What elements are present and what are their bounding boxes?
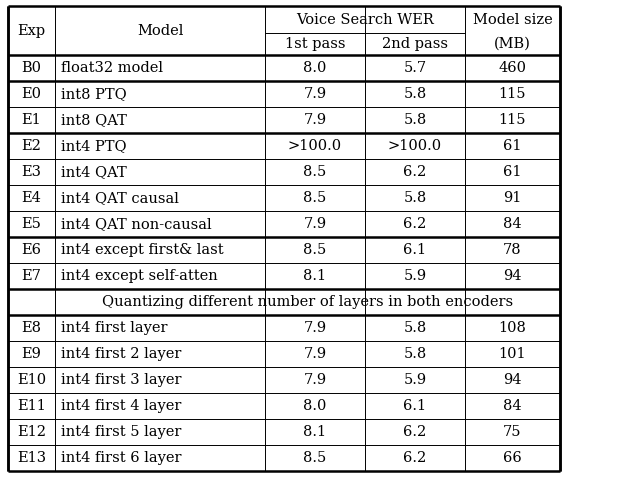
Text: 8.1: 8.1	[304, 269, 327, 283]
Text: 94: 94	[503, 373, 521, 387]
Text: int4 first 2 layer: int4 first 2 layer	[61, 347, 182, 361]
Text: Quantizing different number of layers in both encoders: Quantizing different number of layers in…	[102, 295, 513, 309]
Text: 8.5: 8.5	[304, 165, 327, 179]
Text: 8.1: 8.1	[304, 425, 327, 439]
Text: 8.0: 8.0	[304, 61, 327, 75]
Text: Voice Search WER: Voice Search WER	[296, 12, 434, 26]
Text: int4 first 4 layer: int4 first 4 layer	[61, 399, 182, 413]
Text: int4 first 5 layer: int4 first 5 layer	[61, 425, 182, 439]
Text: 5.8: 5.8	[403, 113, 427, 127]
Text: E6: E6	[21, 243, 41, 257]
Text: Model size: Model size	[473, 12, 552, 26]
Text: 2nd pass: 2nd pass	[382, 37, 448, 51]
Text: >100.0: >100.0	[288, 139, 342, 153]
Text: E4: E4	[21, 191, 41, 205]
Text: E7: E7	[21, 269, 41, 283]
Text: E0: E0	[21, 87, 41, 101]
Text: 84: 84	[503, 399, 522, 413]
Text: E2: E2	[21, 139, 41, 153]
Text: 460: 460	[498, 61, 526, 75]
Text: 5.9: 5.9	[403, 373, 426, 387]
Text: 101: 101	[499, 347, 526, 361]
Text: 7.9: 7.9	[304, 87, 327, 101]
Text: 6.2: 6.2	[403, 451, 427, 465]
Text: 5.9: 5.9	[403, 269, 426, 283]
Text: 115: 115	[499, 87, 526, 101]
Text: 8.0: 8.0	[304, 399, 327, 413]
Text: Exp: Exp	[18, 23, 46, 37]
Text: int8 PTQ: int8 PTQ	[61, 87, 126, 101]
Text: 5.8: 5.8	[403, 321, 427, 335]
Text: int4 QAT causal: int4 QAT causal	[61, 191, 179, 205]
Text: 7.9: 7.9	[304, 373, 327, 387]
Text: 84: 84	[503, 217, 522, 231]
Text: 61: 61	[503, 139, 521, 153]
Text: Model: Model	[137, 23, 183, 37]
Text: E10: E10	[17, 373, 46, 387]
Text: E12: E12	[17, 425, 46, 439]
Text: 1st pass: 1st pass	[285, 37, 346, 51]
Text: int4 except first& last: int4 except first& last	[61, 243, 223, 257]
Text: int4 QAT: int4 QAT	[61, 165, 126, 179]
Text: 5.8: 5.8	[403, 87, 427, 101]
Text: 7.9: 7.9	[304, 113, 327, 127]
Text: B0: B0	[21, 61, 41, 75]
Text: int4 PTQ: int4 PTQ	[61, 139, 126, 153]
Text: 78: 78	[503, 243, 522, 257]
Text: E11: E11	[17, 399, 46, 413]
Text: E9: E9	[21, 347, 41, 361]
Text: 6.2: 6.2	[403, 165, 427, 179]
Text: int4 first layer: int4 first layer	[61, 321, 168, 335]
Text: 91: 91	[503, 191, 521, 205]
Text: 5.7: 5.7	[403, 61, 426, 75]
Text: 6.2: 6.2	[403, 425, 427, 439]
Text: 8.5: 8.5	[304, 243, 327, 257]
Text: 61: 61	[503, 165, 521, 179]
Text: 5.8: 5.8	[403, 191, 427, 205]
Text: 7.9: 7.9	[304, 347, 327, 361]
Text: int4 QAT non-causal: int4 QAT non-causal	[61, 217, 212, 231]
Text: int4 first 6 layer: int4 first 6 layer	[61, 451, 182, 465]
Text: 6.1: 6.1	[403, 399, 426, 413]
Text: int4 except self-atten: int4 except self-atten	[61, 269, 218, 283]
Text: >100.0: >100.0	[388, 139, 442, 153]
Text: 7.9: 7.9	[304, 217, 327, 231]
Text: 5.8: 5.8	[403, 347, 427, 361]
Text: 108: 108	[498, 321, 526, 335]
Text: int4 first 3 layer: int4 first 3 layer	[61, 373, 182, 387]
Text: 7.9: 7.9	[304, 321, 327, 335]
Text: 6.1: 6.1	[403, 243, 426, 257]
Text: 8.5: 8.5	[304, 191, 327, 205]
Text: 75: 75	[503, 425, 521, 439]
Text: E3: E3	[21, 165, 41, 179]
Text: E5: E5	[21, 217, 41, 231]
Text: (MB): (MB)	[494, 37, 531, 51]
Text: E8: E8	[21, 321, 41, 335]
Text: 66: 66	[503, 451, 522, 465]
Text: E1: E1	[22, 113, 41, 127]
Text: int8 QAT: int8 QAT	[61, 113, 127, 127]
Text: 94: 94	[503, 269, 521, 283]
Text: 115: 115	[499, 113, 526, 127]
Text: 8.5: 8.5	[304, 451, 327, 465]
Text: 6.2: 6.2	[403, 217, 427, 231]
Text: E13: E13	[17, 451, 46, 465]
Text: float32 model: float32 model	[61, 61, 163, 75]
